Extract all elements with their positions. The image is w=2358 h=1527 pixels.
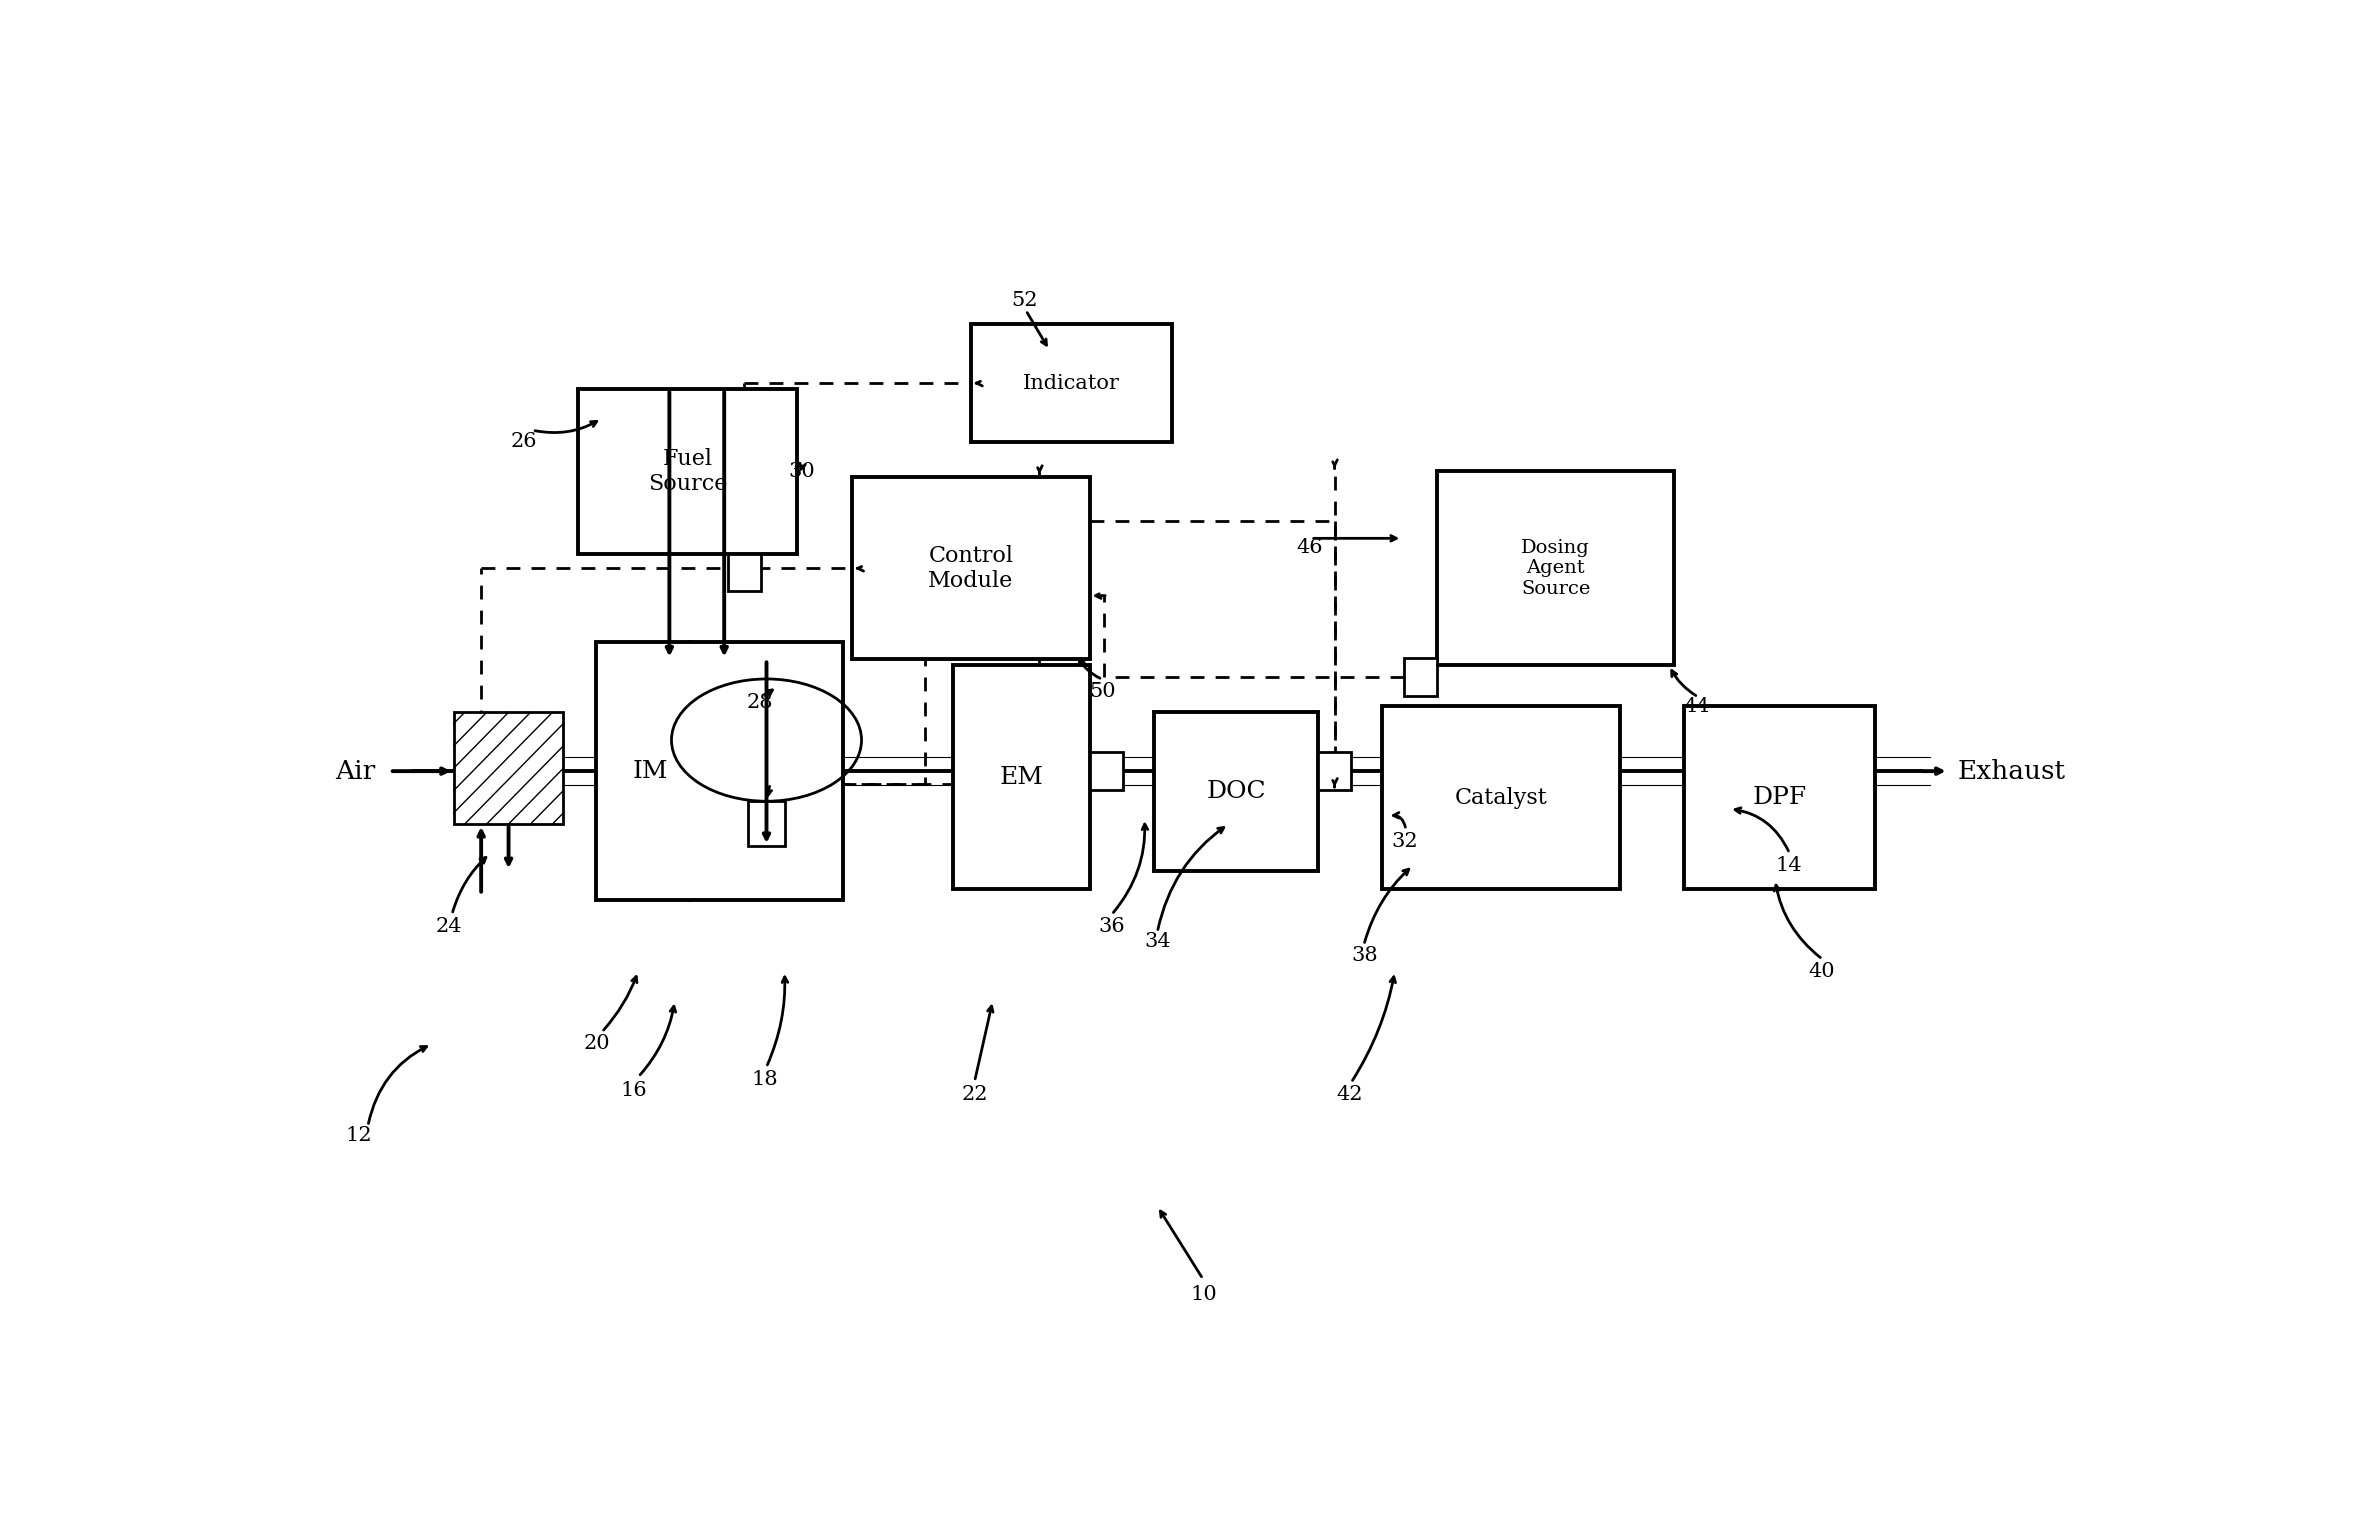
Text: 34: 34 xyxy=(1144,931,1172,951)
Text: 42: 42 xyxy=(1337,1086,1363,1104)
Bar xyxy=(971,324,1172,441)
Bar xyxy=(1318,753,1351,789)
Text: Dosing
Agent
Source: Dosing Agent Source xyxy=(1521,539,1589,599)
Bar xyxy=(953,666,1089,889)
Text: 36: 36 xyxy=(1099,916,1125,936)
Bar xyxy=(597,641,844,901)
Text: 52: 52 xyxy=(1012,292,1038,310)
Text: 16: 16 xyxy=(620,1081,646,1101)
Bar xyxy=(453,712,564,825)
Text: 40: 40 xyxy=(1809,962,1835,980)
Bar xyxy=(851,476,1089,660)
Text: 38: 38 xyxy=(1351,947,1377,965)
Text: Exhaust: Exhaust xyxy=(1957,759,2066,783)
Bar xyxy=(1684,707,1875,889)
Text: 46: 46 xyxy=(1297,538,1323,557)
Text: 10: 10 xyxy=(1191,1284,1217,1304)
Bar xyxy=(578,389,797,554)
Bar xyxy=(1089,753,1122,789)
Text: Control
Module: Control Module xyxy=(929,545,1014,592)
Text: Air: Air xyxy=(335,759,375,783)
Text: 44: 44 xyxy=(1684,696,1710,716)
Text: 18: 18 xyxy=(752,1070,778,1089)
Bar xyxy=(1153,712,1318,870)
Bar xyxy=(1436,472,1674,666)
Text: 50: 50 xyxy=(1089,681,1115,701)
Bar xyxy=(1382,707,1620,889)
Text: 12: 12 xyxy=(347,1125,373,1145)
Text: 32: 32 xyxy=(1391,832,1417,851)
Text: 20: 20 xyxy=(582,1034,611,1054)
Text: 22: 22 xyxy=(962,1086,988,1104)
Text: IM: IM xyxy=(632,759,667,783)
Text: 26: 26 xyxy=(509,432,538,452)
Text: 14: 14 xyxy=(1776,855,1802,875)
Text: 30: 30 xyxy=(788,461,816,481)
Text: Fuel
Source: Fuel Source xyxy=(648,447,726,495)
Bar xyxy=(1403,658,1436,696)
Bar xyxy=(747,802,785,846)
Text: EM: EM xyxy=(1000,765,1042,788)
Text: Catalyst: Catalyst xyxy=(1455,786,1547,809)
Text: DPF: DPF xyxy=(1752,786,1806,809)
Text: DOC: DOC xyxy=(1205,780,1266,803)
Text: 28: 28 xyxy=(745,693,773,713)
Text: Indicator: Indicator xyxy=(1023,374,1120,392)
Bar xyxy=(729,554,762,591)
Text: 24: 24 xyxy=(436,916,462,936)
